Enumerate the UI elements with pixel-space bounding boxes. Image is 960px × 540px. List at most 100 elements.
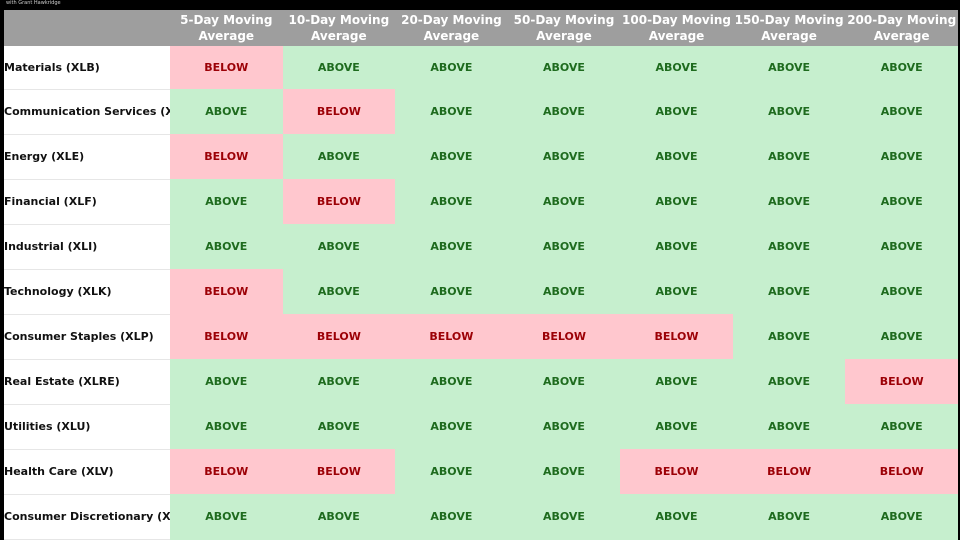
table-row: Consumer Staples (XLP) BELOW BELOW BELOW BEL… — [4, 314, 958, 360]
above-status-cell: ABOVE — [507, 404, 621, 450]
above-status-cell: ABOVE — [395, 89, 508, 135]
column-header-line2: Average — [311, 29, 367, 43]
above-status-cell: ABOVE — [732, 224, 846, 270]
above-status-cell: ABOVE — [507, 269, 621, 315]
above-status-cell: ABOVE — [395, 134, 508, 180]
above-status-cell: ABOVE — [732, 89, 846, 135]
row-label: Utilities (XLU) — [4, 404, 170, 450]
above-status-cell: ABOVE — [620, 359, 733, 405]
row-label: Technology (XLK) — [4, 269, 170, 315]
table-row: Consumer Discretionary (XLY)ABOVEABOVEAB… — [4, 494, 958, 540]
above-status-cell: ABOVE — [170, 404, 283, 450]
above-status-cell: ABOVE — [282, 134, 396, 180]
above-status-cell: ABOVE — [395, 224, 508, 270]
column-header-line1: 20-Day Moving — [401, 13, 502, 27]
above-status-cell: ABOVE — [620, 224, 733, 270]
above-status-cell: ABOVE — [395, 269, 508, 315]
above-status-cell: ABOVE — [282, 359, 396, 405]
above-status-cell: ABOVE — [507, 449, 621, 495]
above-status-cell: ABOVE — [282, 494, 396, 540]
above-status-cell: ABOVE — [845, 404, 958, 450]
below-status-cell: BELOW — [282, 179, 396, 225]
above-status-cell: ABOVE — [732, 134, 846, 180]
table-row: Communication Services (XLC)ABOVEBELOWAB… — [4, 89, 958, 135]
above-status-cell: ABOVE — [170, 359, 283, 405]
column-header-line2: Average — [536, 29, 592, 43]
row-label: Health Care (XLV) — [4, 449, 170, 495]
table-row: Utilities (XLU) ABOVE ABOVE ABOVE ABOVE ABOVE… — [4, 404, 958, 450]
below-status-cell: BELOW — [170, 134, 283, 180]
above-status-cell: ABOVE — [845, 46, 958, 90]
table-row: Industrial (XLI) ABOVE ABOVE ABOVE ABOVE ABOV… — [4, 224, 958, 270]
above-status-cell: ABOVE — [732, 494, 846, 540]
row-label: Energy (XLE) — [4, 134, 170, 180]
column-header: 150-Day Moving Average — [732, 10, 846, 46]
below-status-cell: BELOW — [170, 449, 283, 495]
row-label: Consumer Discretionary (XLY) — [4, 494, 170, 540]
below-status-cell: BELOW — [845, 359, 958, 405]
below-status-cell: BELOW — [620, 449, 733, 495]
below-status-cell: BELOW — [282, 314, 396, 360]
above-status-cell: ABOVE — [507, 134, 621, 180]
above-status-cell: ABOVE — [282, 269, 396, 315]
above-status-cell: ABOVE — [170, 224, 283, 270]
below-status-cell: BELOW — [282, 449, 396, 495]
below-status-cell: BELOW — [732, 449, 846, 495]
column-header-line1: 150-Day Moving — [734, 13, 844, 27]
table-row: Real Estate (XLRE) ABOVE ABOVE ABOVE ABOVE AB… — [4, 359, 958, 405]
above-status-cell: ABOVE — [395, 179, 508, 225]
above-status-cell: ABOVE — [507, 46, 621, 90]
above-status-cell: ABOVE — [732, 359, 846, 405]
above-status-cell: ABOVE — [170, 179, 283, 225]
column-header: 20-Day Moving Average — [395, 10, 508, 46]
above-status-cell: ABOVE — [507, 494, 621, 540]
column-header: 5-Day Moving Average — [170, 10, 283, 46]
table-row: Technology (XLK) BELOW ABOVE ABOVE ABOVE ABOV… — [4, 269, 958, 315]
row-label: Communication Services (XLC) — [4, 89, 170, 135]
below-status-cell: BELOW — [282, 89, 396, 135]
above-status-cell: ABOVE — [395, 46, 508, 90]
row-label: Financial (XLF) — [4, 179, 170, 225]
above-status-cell: ABOVE — [282, 224, 396, 270]
above-status-cell: ABOVE — [732, 404, 846, 450]
below-status-cell: BELOW — [170, 314, 283, 360]
above-status-cell: ABOVE — [395, 359, 508, 405]
above-status-cell: ABOVE — [507, 89, 621, 135]
corner-header-cell — [4, 10, 170, 46]
below-status-cell: BELOW — [507, 314, 621, 360]
row-label: Real Estate (XLRE) — [4, 359, 170, 405]
above-status-cell: ABOVE — [282, 404, 396, 450]
column-header-line2: Average — [761, 29, 817, 43]
column-header-line2: Average — [423, 29, 480, 43]
above-status-cell: ABOVE — [845, 89, 958, 135]
table-row: Financial (XLF) ABOVE BELOW ABOVE ABOVE ABOVE… — [4, 179, 958, 225]
above-status-cell: ABOVE — [282, 46, 396, 90]
row-label: Consumer Staples (XLP) — [4, 314, 170, 360]
above-status-cell: ABOVE — [620, 134, 733, 180]
above-status-cell: ABOVE — [845, 134, 958, 180]
table-row: Energy (XLE) BELOW ABOVE ABOVE ABOVE ABOVE ABO… — [4, 134, 958, 180]
above-status-cell: ABOVE — [170, 89, 283, 135]
above-status-cell: ABOVE — [732, 179, 846, 225]
column-header-line1: 50-Day Moving — [513, 13, 615, 27]
row-label: Materials (XLB) — [4, 46, 170, 90]
above-status-cell: ABOVE — [507, 359, 621, 405]
column-header: 50-Day Moving Average — [507, 10, 621, 46]
column-header: 200-Day Moving Average — [845, 10, 958, 46]
table-body: Materials (XLB) BELOW ABOVE ABOVE ABOVE ABOVE… — [4, 46, 958, 540]
above-status-cell: ABOVE — [507, 224, 621, 270]
above-status-cell: ABOVE — [620, 89, 733, 135]
above-status-cell: ABOVE — [620, 46, 733, 90]
above-status-cell: ABOVE — [845, 179, 958, 225]
above-status-cell: ABOVE — [395, 494, 508, 540]
header-row: 5-Day Moving Average 10-Day Moving Average… — [4, 10, 958, 46]
below-status-cell: BELOW — [170, 46, 283, 90]
below-status-cell: BELOW — [845, 449, 958, 495]
below-status-cell: BELOW — [395, 314, 508, 360]
above-status-cell: ABOVE — [620, 269, 733, 315]
brand-caption: with Grant Hawkridge — [6, 0, 61, 6]
row-label: Industrial (XLI) — [4, 224, 170, 270]
below-status-cell: BELOW — [620, 314, 733, 360]
column-header: 10-Day Moving Average — [282, 10, 396, 46]
